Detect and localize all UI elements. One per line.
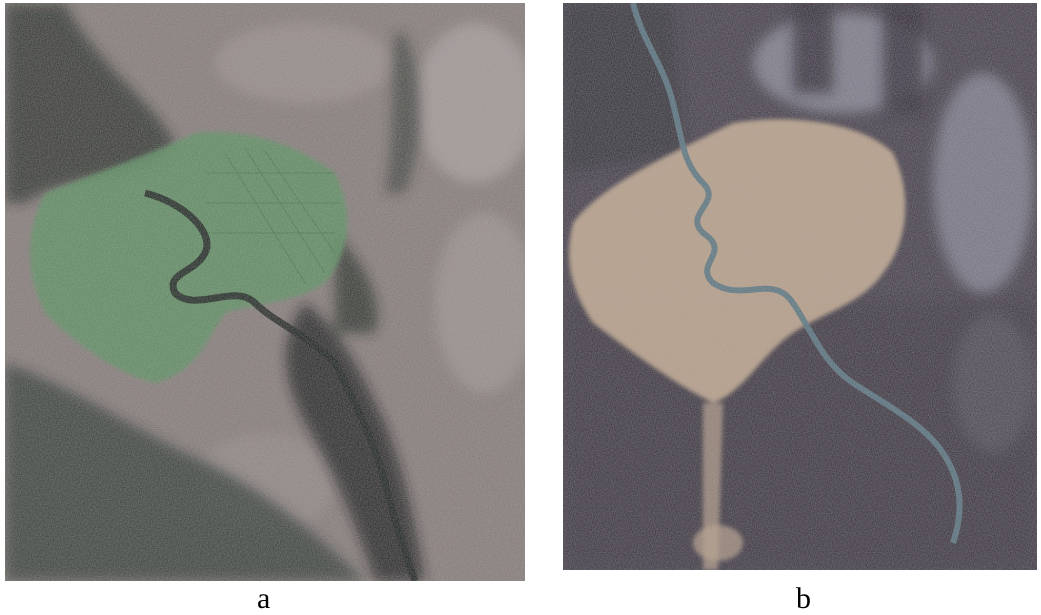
satellite-image-b — [563, 3, 1037, 570]
panel-caption-b: b — [796, 582, 811, 615]
satellite-image-a-canvas — [5, 3, 525, 581]
noise-texture — [5, 3, 525, 581]
satellite-image-b-canvas — [563, 3, 1037, 570]
satellite-image-a — [5, 3, 525, 581]
noise-texture — [563, 3, 1037, 570]
panel-caption-a: a — [257, 582, 271, 615]
